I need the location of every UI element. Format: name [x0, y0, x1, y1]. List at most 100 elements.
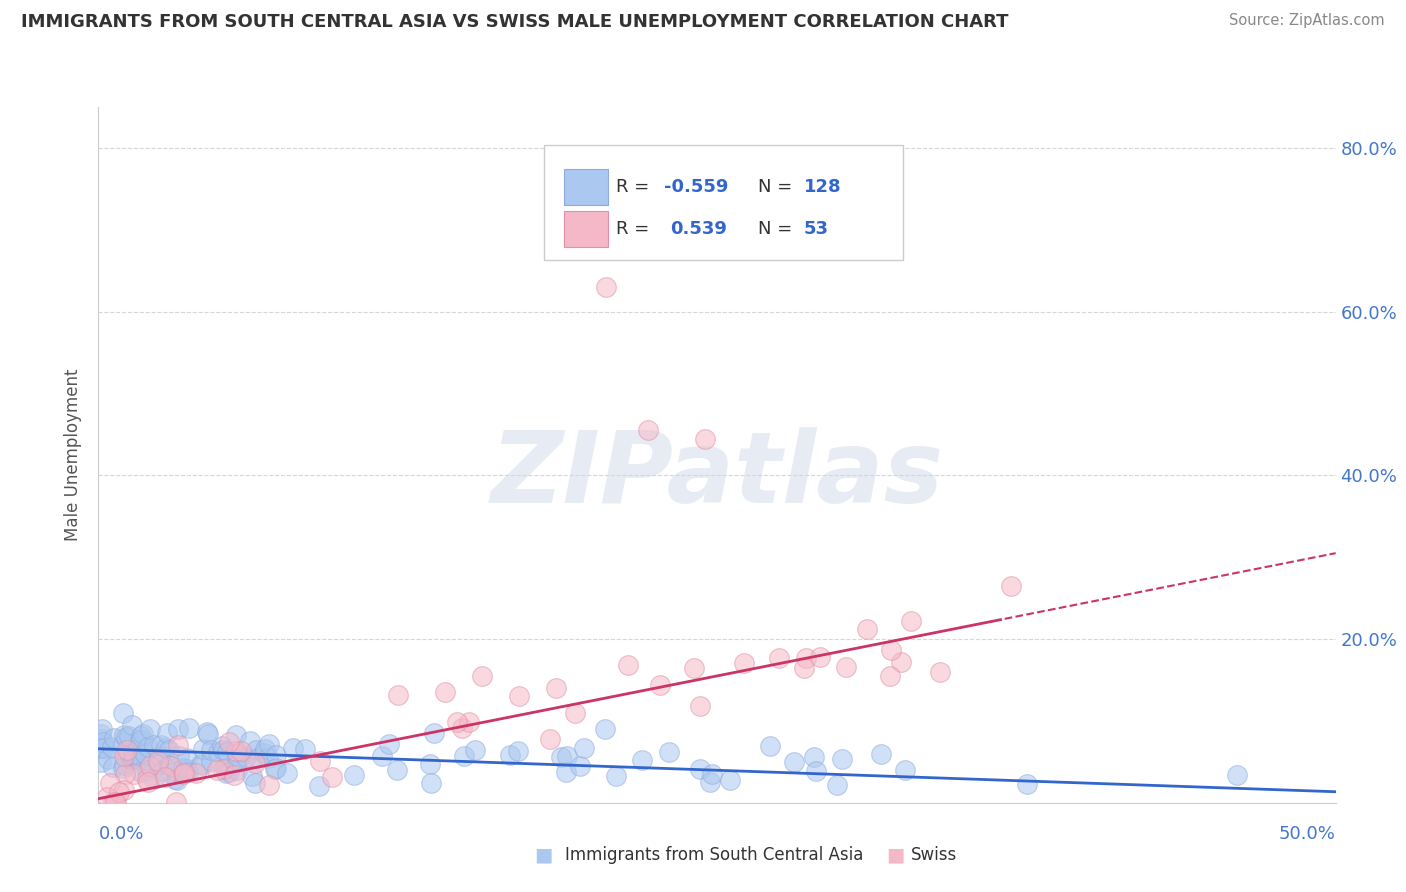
- Point: [118, 747, 141, 761]
- Point: [155, 770, 177, 784]
- Text: ■: ■: [886, 845, 904, 864]
- Point: [200, 754, 222, 768]
- Point: [224, 768, 246, 782]
- Text: 0.0%: 0.0%: [98, 825, 143, 843]
- Point: [554, 764, 576, 779]
- Point: [108, 785, 131, 799]
- Point: [508, 690, 530, 704]
- FancyBboxPatch shape: [564, 211, 609, 247]
- Point: [142, 772, 165, 787]
- Point: [453, 748, 475, 763]
- Point: [900, 614, 922, 628]
- Point: [111, 706, 134, 720]
- Text: Source: ZipAtlas.com: Source: ZipAtlas.com: [1229, 13, 1385, 29]
- Point: [880, 643, 903, 657]
- Point: [658, 745, 681, 759]
- Point: [90, 741, 112, 756]
- Point: [631, 753, 654, 767]
- Point: [190, 757, 212, 772]
- Point: [283, 740, 305, 755]
- Point: [211, 739, 233, 754]
- Point: [702, 766, 724, 780]
- Point: [276, 766, 298, 780]
- Point: [564, 706, 586, 721]
- Point: [138, 722, 160, 736]
- Text: Immigrants from South Central Asia: Immigrants from South Central Asia: [565, 846, 863, 863]
- Point: [166, 738, 188, 752]
- Point: [104, 795, 127, 809]
- Point: [103, 731, 125, 745]
- Point: [718, 772, 741, 787]
- Point: [378, 738, 401, 752]
- FancyBboxPatch shape: [544, 145, 903, 260]
- Point: [387, 688, 409, 702]
- Point: [177, 764, 200, 779]
- Point: [90, 727, 112, 741]
- Point: [855, 622, 877, 636]
- Point: [149, 738, 172, 752]
- Point: [464, 743, 486, 757]
- Point: [197, 727, 219, 741]
- Point: [90, 741, 112, 756]
- Text: N =: N =: [758, 219, 797, 238]
- Point: [245, 776, 267, 790]
- Point: [768, 651, 790, 665]
- Point: [136, 740, 159, 755]
- Text: Swiss: Swiss: [911, 846, 957, 863]
- Point: [699, 775, 721, 789]
- Point: [879, 669, 901, 683]
- Point: [253, 742, 276, 756]
- Point: [136, 772, 159, 787]
- Point: [176, 764, 198, 779]
- Point: [148, 749, 170, 764]
- Point: [257, 737, 280, 751]
- Point: [172, 766, 194, 780]
- Point: [97, 752, 120, 766]
- Text: ZIPatlas: ZIPatlas: [491, 427, 943, 524]
- Point: [825, 778, 848, 792]
- Text: 50.0%: 50.0%: [1279, 825, 1336, 843]
- Point: [139, 759, 162, 773]
- Point: [605, 769, 627, 783]
- Point: [595, 722, 617, 736]
- Point: [136, 764, 159, 778]
- Point: [176, 762, 198, 776]
- Point: [190, 757, 212, 772]
- Point: [129, 751, 152, 765]
- Point: [121, 753, 143, 767]
- Point: [225, 727, 247, 741]
- Point: [648, 678, 671, 692]
- Point: [112, 758, 135, 772]
- Point: [105, 795, 128, 809]
- Point: [122, 767, 145, 781]
- Point: [191, 742, 214, 756]
- Point: [218, 735, 240, 749]
- Point: [423, 726, 446, 740]
- Point: [294, 741, 316, 756]
- Point: [172, 761, 194, 775]
- Point: [136, 775, 159, 789]
- Text: R =: R =: [616, 178, 655, 196]
- Point: [471, 669, 494, 683]
- Point: [806, 764, 828, 779]
- Point: [869, 747, 891, 761]
- Point: [176, 751, 198, 765]
- Point: [1015, 777, 1038, 791]
- Point: [1000, 579, 1022, 593]
- Point: [163, 772, 186, 786]
- Point: [101, 795, 124, 809]
- Point: [257, 779, 280, 793]
- Y-axis label: Male Unemployment: Male Unemployment: [65, 368, 83, 541]
- Point: [91, 722, 114, 736]
- Point: [114, 766, 136, 780]
- Point: [177, 721, 200, 735]
- Point: [228, 755, 250, 769]
- Point: [239, 734, 262, 748]
- Point: [387, 764, 409, 778]
- Point: [433, 685, 456, 699]
- Text: 128: 128: [804, 178, 841, 196]
- Point: [165, 795, 187, 809]
- Point: [90, 731, 112, 746]
- Point: [538, 732, 561, 747]
- Point: [150, 764, 173, 778]
